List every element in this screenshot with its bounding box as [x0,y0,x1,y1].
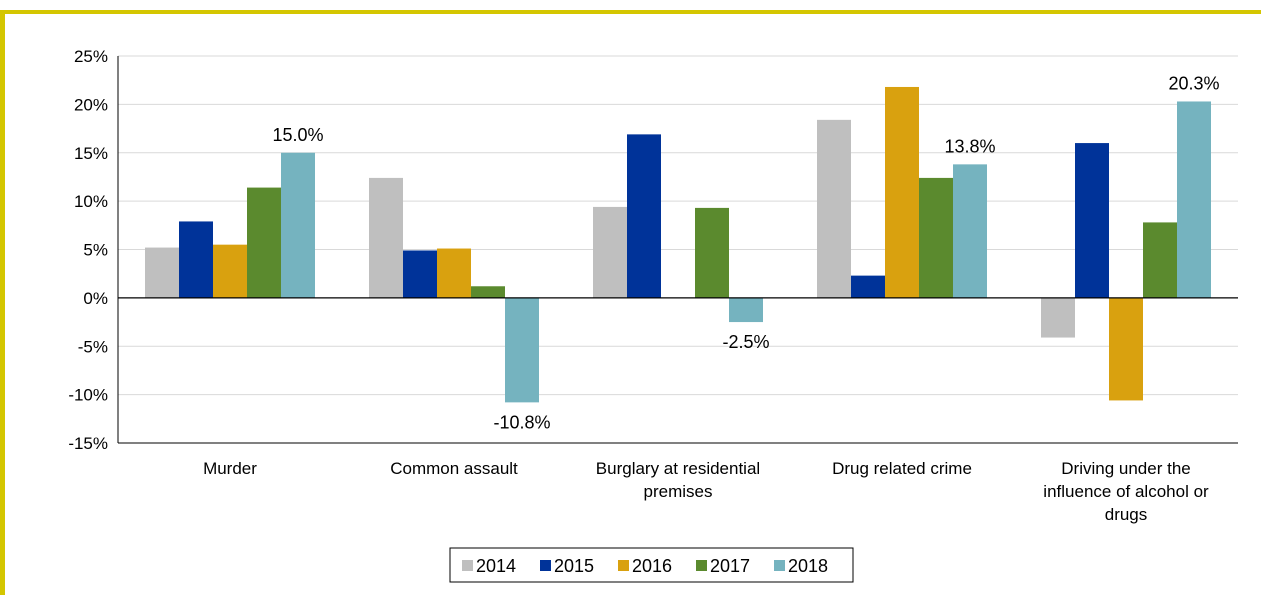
bar-2018-cat-1 [505,297,539,403]
y-tick-label: -5% [78,337,108,356]
bar-2014-cat-3 [817,119,851,298]
y-tick-label: 15% [74,144,108,163]
legend-swatch-2014 [462,560,473,571]
y-tick-label: 5% [83,241,108,260]
y-tick-label: 0% [83,289,108,308]
legend-label-2017: 2017 [710,556,750,576]
bar-2017-cat-2 [695,207,729,298]
frame-top-border [0,10,1261,14]
data-label-2018: 20.3% [1168,73,1219,93]
legend-swatch-2016 [618,560,629,571]
category-label: Drug related crime [832,459,972,478]
y-tick-label: 10% [74,192,108,211]
bar-2018-cat-4 [1177,101,1211,298]
bar-2016-cat-4 [1109,297,1143,401]
legend-label-2016: 2016 [632,556,672,576]
bar-2018-cat-0 [281,152,315,298]
category-labels: Murder Common assault Burglary at resident… [203,459,1209,524]
bar-2018-cat-3 [953,164,987,298]
axes [117,56,1238,444]
legend-swatch-2018 [774,560,785,571]
data-labels: 15.0% -10.8% -2.5% 13.8% 20.3% [272,73,1219,432]
y-tick-label: 25% [74,47,108,66]
legend-label-2014: 2014 [476,556,516,576]
bars [145,86,1211,403]
y-axis-ticks: -15% -10% -5% 0% 5% 10% 15% 20% 25% [68,47,108,453]
frame-left-border [0,10,5,595]
bar-2015-cat-0 [179,221,213,298]
data-label-2018: 13.8% [944,136,995,156]
legend-box [449,547,854,583]
category-label: Murder [203,459,257,478]
bar-2016-cat-1 [437,248,471,298]
category-label: drugs [1105,505,1148,524]
y-tick-label: -15% [68,434,108,453]
category-label: influence of alcohol or [1043,482,1209,501]
bar-2015-cat-3 [851,275,885,298]
bar-2017-cat-0 [247,187,281,298]
category-label: Burglary at residential [596,459,760,478]
bar-2014-cat-4 [1041,297,1075,338]
category-label: Common assault [390,459,518,478]
data-label-2018: 15.0% [272,125,323,145]
legend-label-2018: 2018 [788,556,828,576]
legend-label-2015: 2015 [554,556,594,576]
data-label-2018: -10.8% [493,412,550,432]
category-label: Driving under the [1061,459,1190,478]
bar-2014-cat-0 [145,247,179,298]
bar-2014-cat-2 [593,206,627,298]
bar-2014-cat-1 [369,177,403,298]
bar-2017-cat-1 [471,286,505,298]
bar-2018-cat-2 [729,297,763,323]
legend-swatch-2017 [696,560,707,571]
legend-swatch-2015 [540,560,551,571]
bar-2015-cat-4 [1075,143,1109,298]
legend: 2014 2015 2016 2017 2018 [449,547,854,583]
bar-2017-cat-4 [1143,222,1177,298]
bar-2016-cat-0 [213,244,247,298]
category-label: premises [644,482,713,501]
y-tick-label: 20% [74,95,108,114]
bar-2015-cat-2 [627,134,661,298]
bar-2015-cat-1 [403,250,437,298]
bar-2017-cat-3 [919,177,953,298]
data-label-2018: -2.5% [722,332,769,352]
bar-2016-cat-3 [885,86,919,298]
y-tick-label: -10% [68,386,108,405]
